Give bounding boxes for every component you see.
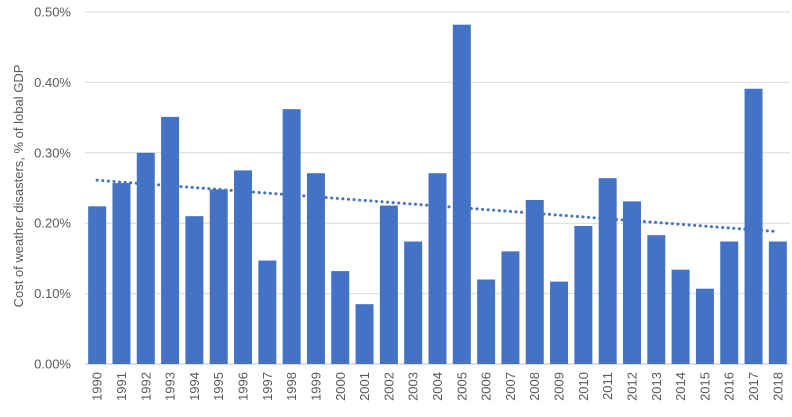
x-tick-label: 1994 [187, 372, 202, 401]
x-tick-label: 1993 [163, 372, 178, 401]
x-tick-label: 1992 [138, 372, 153, 401]
bar [355, 304, 374, 364]
bar [161, 116, 180, 365]
x-tick-label: 2000 [333, 372, 348, 401]
x-tick-label: 2012 [624, 372, 639, 401]
x-tick-label: 1996 [236, 372, 251, 401]
x-tick-label: 2018 [770, 372, 785, 401]
x-tick-label: 1995 [211, 372, 226, 401]
bar [112, 183, 131, 364]
y-tick-label: 0.10% [34, 286, 71, 301]
bar [501, 251, 520, 364]
bar [282, 109, 301, 364]
x-tick-label: 2011 [600, 372, 615, 400]
bar [331, 271, 350, 364]
x-tick-label: 1991 [114, 372, 129, 401]
x-tick-label: 2008 [527, 372, 542, 401]
bar [647, 235, 666, 364]
bar [234, 170, 253, 364]
x-axis-ticks: 1990 1991 1992 1993 1994 1995 1996 1997 1998 1999… [90, 372, 786, 401]
y-tick-label: 0.50% [34, 5, 71, 20]
bar [550, 281, 569, 364]
bar [622, 201, 641, 364]
x-tick-label: 2010 [576, 372, 591, 401]
y-axis-ticks: 0.00% 0.10% 0.20% 0.30% 0.40% 0.50% [34, 5, 71, 372]
y-tick-label: 0.30% [34, 145, 71, 160]
bar [744, 88, 763, 365]
bar [452, 24, 471, 365]
y-axis-title: Cost of weather disasters, % of lobal GD… [11, 65, 26, 308]
x-tick-label: 2009 [552, 372, 567, 401]
bars [88, 24, 787, 365]
bar [598, 178, 617, 364]
trendline-path [95, 178, 780, 234]
bar [574, 226, 593, 364]
x-tick-label: 2002 [381, 372, 396, 401]
bar [428, 173, 447, 364]
bar [209, 189, 228, 364]
x-tick-label: 2001 [357, 372, 372, 401]
x-tick-label: 2015 [697, 372, 712, 401]
x-tick-label: 2017 [746, 372, 761, 401]
x-tick-label: 2016 [722, 372, 737, 401]
x-tick-label: 2003 [406, 372, 421, 401]
bar [477, 279, 496, 364]
bar [306, 173, 325, 364]
bar [695, 288, 714, 364]
bar [671, 269, 690, 364]
bar [404, 241, 423, 364]
trendline [95, 178, 780, 234]
x-tick-label: 2013 [649, 372, 664, 401]
bar [88, 206, 107, 364]
x-tick-label: 1999 [308, 372, 323, 401]
y-tick-label: 0.20% [34, 216, 71, 231]
x-tick-label: 2005 [454, 372, 469, 401]
x-tick-label: 1997 [260, 372, 275, 401]
x-tick-label: 2004 [430, 372, 445, 401]
y-tick-label: 0.00% [34, 357, 71, 372]
bar [185, 216, 204, 364]
bar [768, 241, 787, 364]
y-tick-label: 0.40% [34, 75, 71, 90]
bar [136, 152, 155, 364]
x-tick-label: 1990 [90, 372, 105, 401]
x-tick-label: 2006 [479, 372, 494, 401]
bar [525, 199, 544, 364]
x-tick-label: 2014 [673, 372, 688, 401]
x-tick-label: 2007 [503, 372, 518, 401]
bar [720, 241, 739, 364]
bar [258, 260, 277, 364]
bar [379, 205, 398, 364]
x-tick-label: 1998 [284, 372, 299, 401]
